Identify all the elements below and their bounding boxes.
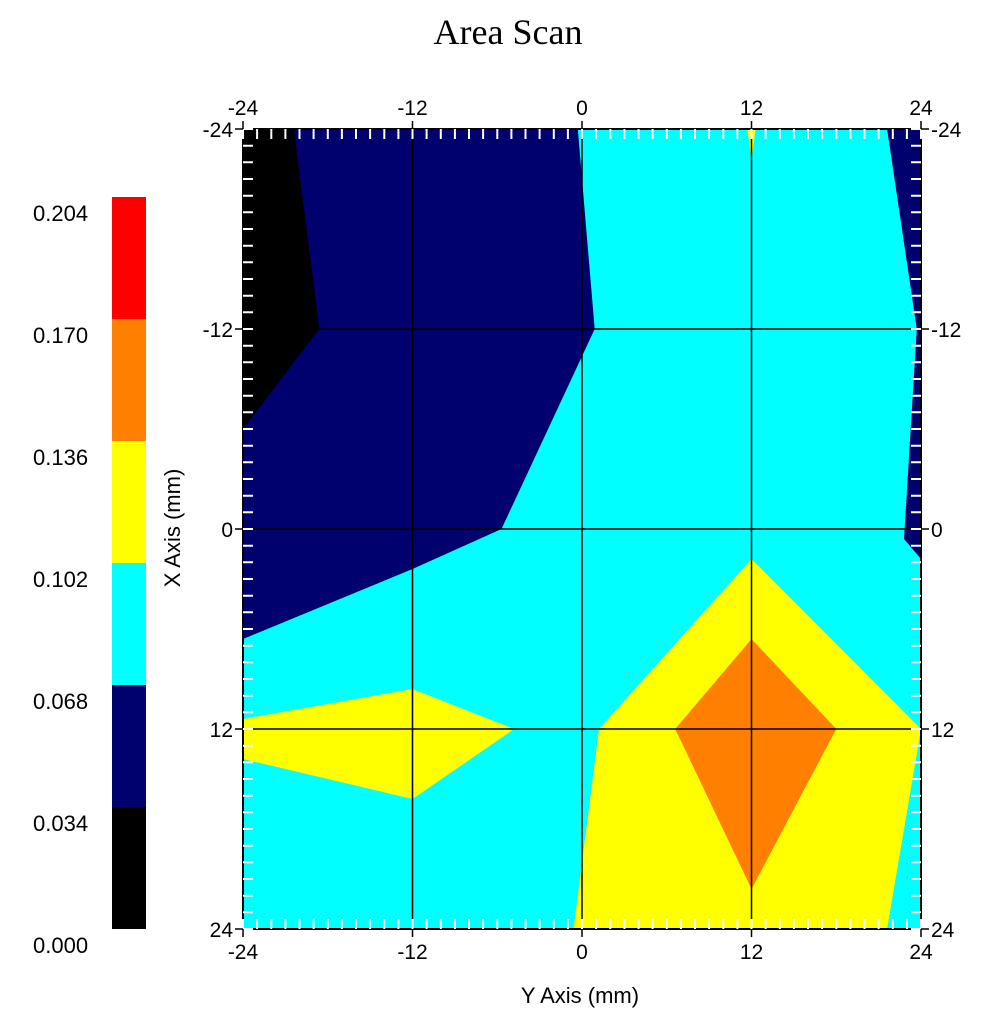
colorbar-tick-label-4: 0.102 [33, 567, 88, 592]
colorbar-band-1 [112, 807, 146, 929]
chart-title: Area Scan [434, 12, 583, 52]
colorbar-tick-label-3: 0.068 [33, 689, 88, 714]
x-tick-labels: -24 -24 -12 -12 0 0 12 12 24 24 [228, 97, 933, 964]
colorbar-band-4 [112, 441, 146, 563]
y-tick-label-left-5: 24 [210, 919, 234, 942]
colorbar-tick-label-5: 0.136 [33, 445, 88, 470]
x-tick-label-bottom-5: 24 [909, 941, 933, 964]
x-tick-label-bottom-1: -24 [228, 941, 259, 964]
y-tick-label-right-5: 24 [931, 919, 955, 942]
y-tick-label-left-1: -24 [203, 119, 234, 142]
x-tick-label-top-4: 12 [740, 97, 763, 120]
contour-region-7 [675, 639, 837, 889]
colorbar-tick-label-1: 0.000 [33, 933, 88, 958]
y-tick-label-right-3: 0 [931, 519, 943, 542]
x-axis-label: Y Axis (mm) [521, 983, 639, 1008]
major-tick-marks [235, 121, 929, 937]
colorbar-band-3 [112, 563, 146, 685]
colorbar-tick-label-7: 0.204 [33, 201, 88, 226]
minor-tick-marks [242, 128, 922, 930]
colorbar-band-2 [112, 685, 146, 807]
y-tick-label-left-2: -12 [203, 319, 233, 342]
minor-ticks [235, 121, 929, 937]
y-tick-label-right-4: 12 [931, 719, 954, 742]
contour-region-5 [243, 689, 515, 799]
colorbar [112, 197, 146, 929]
colorbar-tick-label-6: 0.170 [33, 323, 88, 348]
contour-region-2 [243, 129, 320, 429]
y-tick-label-left-4: 12 [210, 719, 233, 742]
y-tick-label-left-3: 0 [221, 519, 233, 542]
colorbar-band-5 [112, 319, 146, 441]
y-axis-label: X Axis (mm) [160, 469, 185, 588]
contour-region-3 [887, 129, 921, 559]
x-tick-label-bottom-2: -12 [397, 941, 427, 964]
x-tick-label-top-3: 0 [576, 97, 588, 120]
x-tick-label-top-1: -24 [228, 97, 259, 120]
y-tick-label-right-1: -24 [931, 119, 962, 142]
colorbar-tick-label-2: 0.034 [33, 811, 88, 836]
x-tick-label-top-2: -12 [397, 97, 427, 120]
x-tick-label-bottom-3: 0 [576, 941, 588, 964]
x-tick-label-top-5: 24 [909, 97, 933, 120]
x-tick-label-bottom-4: 12 [740, 941, 763, 964]
colorbar-band-6 [112, 197, 146, 319]
y-tick-labels: -24 -24 -12 -12 0 0 12 12 24 24 [203, 119, 962, 942]
contour-region-1 [243, 129, 595, 639]
y-tick-label-right-2: -12 [931, 319, 961, 342]
colorbar-tick-labels: 0.000 0.034 0.068 0.102 0.136 0.170 0.204 [33, 201, 88, 958]
